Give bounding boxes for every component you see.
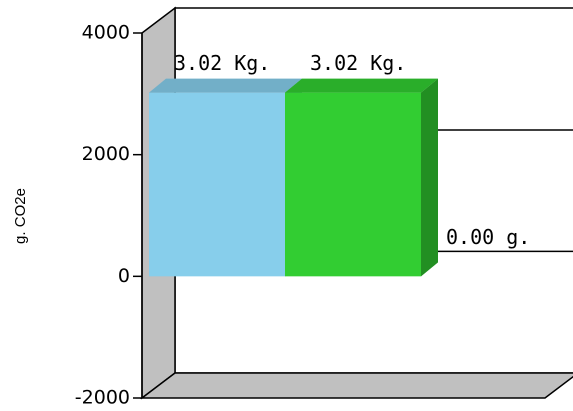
floor (139, 372, 573, 399)
y-tick-label: -2000 (75, 387, 130, 409)
bar (149, 78, 302, 277)
bar-side-shade (421, 78, 438, 277)
y-axis-title: g. CO2e (12, 188, 29, 244)
data-label: 3.02 Kg. (174, 51, 270, 75)
bar-front (285, 92, 421, 277)
data-label: 0.00 g. (446, 225, 530, 249)
bar-top-shade (149, 78, 302, 93)
y-axis: 4000 2000 0 -2000 (75, 22, 143, 409)
y-tick-label: 0 (118, 265, 130, 287)
y-tick-label: 2000 (82, 143, 130, 165)
bar-top (149, 78, 302, 93)
bar-side (421, 78, 438, 277)
bar-front (149, 92, 285, 277)
data-labels: 3.02 Kg. 3.02 Kg. 0.00 g. (174, 51, 530, 249)
y-tick-label: 4000 (82, 22, 130, 44)
data-label: 3.02 Kg. (310, 51, 406, 75)
bars (149, 78, 573, 277)
bar-top-shade (285, 78, 438, 93)
bar-top (285, 78, 438, 93)
bar (285, 78, 438, 277)
